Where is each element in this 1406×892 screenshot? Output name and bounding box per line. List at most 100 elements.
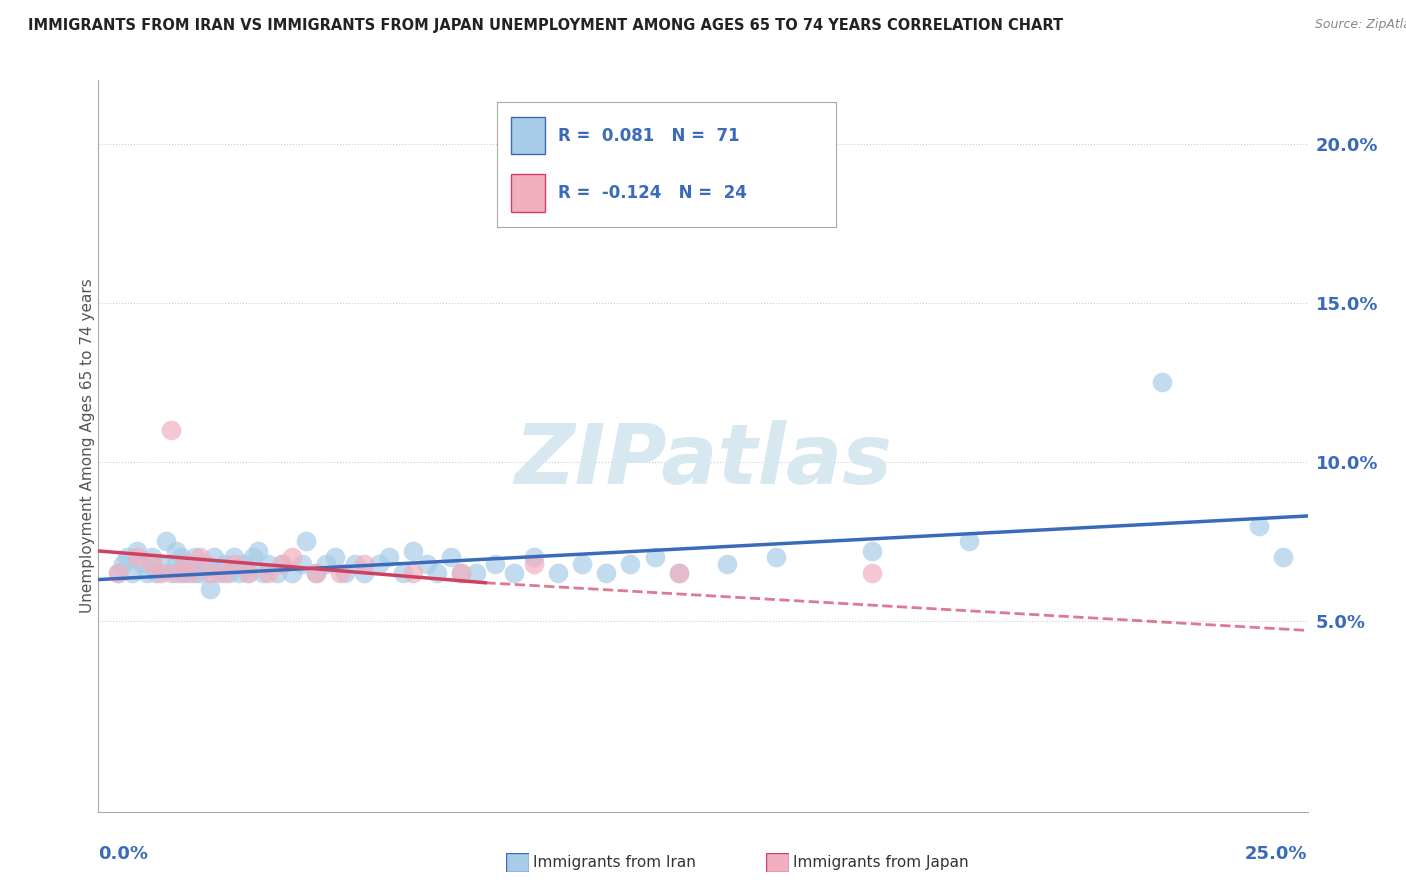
- Point: [165, 566, 187, 581]
- Point: [571, 557, 593, 571]
- Point: [222, 550, 245, 565]
- Point: [150, 557, 173, 571]
- Text: Immigrants from Iran: Immigrants from Iran: [533, 855, 696, 870]
- Point: [252, 566, 274, 581]
- Text: 0.0%: 0.0%: [98, 845, 149, 863]
- Point: [174, 557, 197, 571]
- Point: [484, 557, 506, 571]
- Point: [957, 534, 980, 549]
- Point: [111, 557, 134, 571]
- Point: [464, 566, 486, 581]
- Point: [426, 566, 449, 581]
- Point: [228, 566, 250, 581]
- Point: [256, 557, 278, 571]
- Point: [402, 544, 425, 558]
- Point: [295, 534, 318, 549]
- Point: [145, 566, 167, 581]
- Point: [290, 557, 312, 571]
- Point: [169, 566, 191, 581]
- Point: [266, 566, 288, 581]
- Point: [218, 566, 240, 581]
- Point: [179, 566, 201, 581]
- Point: [160, 566, 183, 581]
- Point: [353, 566, 375, 581]
- Point: [450, 566, 472, 581]
- Y-axis label: Unemployment Among Ages 65 to 74 years: Unemployment Among Ages 65 to 74 years: [80, 278, 94, 614]
- Point: [160, 423, 183, 437]
- Point: [368, 557, 391, 571]
- Point: [595, 566, 617, 581]
- Point: [860, 566, 883, 581]
- Point: [107, 566, 129, 581]
- Point: [188, 550, 211, 565]
- Point: [238, 566, 260, 581]
- Point: [1272, 550, 1295, 565]
- Point: [503, 566, 526, 581]
- Point: [440, 550, 463, 565]
- Text: IMMIGRANTS FROM IRAN VS IMMIGRANTS FROM JAPAN UNEMPLOYMENT AMONG AGES 65 TO 74 Y: IMMIGRANTS FROM IRAN VS IMMIGRANTS FROM …: [28, 18, 1063, 33]
- Point: [416, 557, 439, 571]
- Point: [271, 557, 294, 571]
- FancyBboxPatch shape: [766, 853, 789, 872]
- Text: 25.0%: 25.0%: [1246, 845, 1308, 863]
- Point: [716, 557, 738, 571]
- Point: [107, 566, 129, 581]
- Point: [315, 557, 337, 571]
- Point: [668, 566, 690, 581]
- Point: [184, 550, 207, 565]
- Point: [169, 550, 191, 565]
- Point: [305, 566, 328, 581]
- Point: [1152, 376, 1174, 390]
- Point: [402, 566, 425, 581]
- Point: [256, 566, 278, 581]
- Point: [765, 550, 787, 565]
- Point: [333, 566, 356, 581]
- Point: [238, 566, 260, 581]
- Point: [860, 544, 883, 558]
- Point: [343, 557, 366, 571]
- Text: Immigrants from Japan: Immigrants from Japan: [793, 855, 969, 870]
- Point: [131, 557, 153, 571]
- Point: [281, 566, 304, 581]
- Point: [232, 557, 254, 571]
- Point: [212, 566, 235, 581]
- Point: [127, 544, 149, 558]
- Point: [174, 566, 197, 581]
- Text: Source: ZipAtlas.com: Source: ZipAtlas.com: [1315, 18, 1406, 31]
- Point: [141, 557, 163, 571]
- Point: [121, 566, 143, 581]
- Point: [305, 566, 328, 581]
- Point: [135, 566, 157, 581]
- Point: [644, 550, 666, 565]
- Point: [127, 550, 149, 565]
- Point: [179, 557, 201, 571]
- Point: [242, 550, 264, 565]
- Point: [1249, 518, 1271, 533]
- Point: [523, 550, 546, 565]
- Text: ZIPatlas: ZIPatlas: [515, 420, 891, 501]
- Point: [184, 566, 207, 581]
- Point: [523, 557, 546, 571]
- Point: [329, 566, 352, 581]
- Point: [392, 566, 415, 581]
- Point: [247, 544, 270, 558]
- Point: [194, 557, 217, 571]
- FancyBboxPatch shape: [506, 853, 529, 872]
- Point: [165, 557, 187, 571]
- Point: [450, 566, 472, 581]
- Point: [155, 534, 177, 549]
- Point: [222, 557, 245, 571]
- Point: [668, 566, 690, 581]
- Point: [377, 550, 399, 565]
- Point: [117, 550, 139, 565]
- Point: [204, 550, 226, 565]
- Point: [165, 544, 187, 558]
- Point: [198, 566, 221, 581]
- Point: [325, 550, 347, 565]
- Point: [619, 557, 641, 571]
- Point: [353, 557, 375, 571]
- Point: [212, 557, 235, 571]
- Point: [281, 550, 304, 565]
- Point: [271, 557, 294, 571]
- Point: [150, 566, 173, 581]
